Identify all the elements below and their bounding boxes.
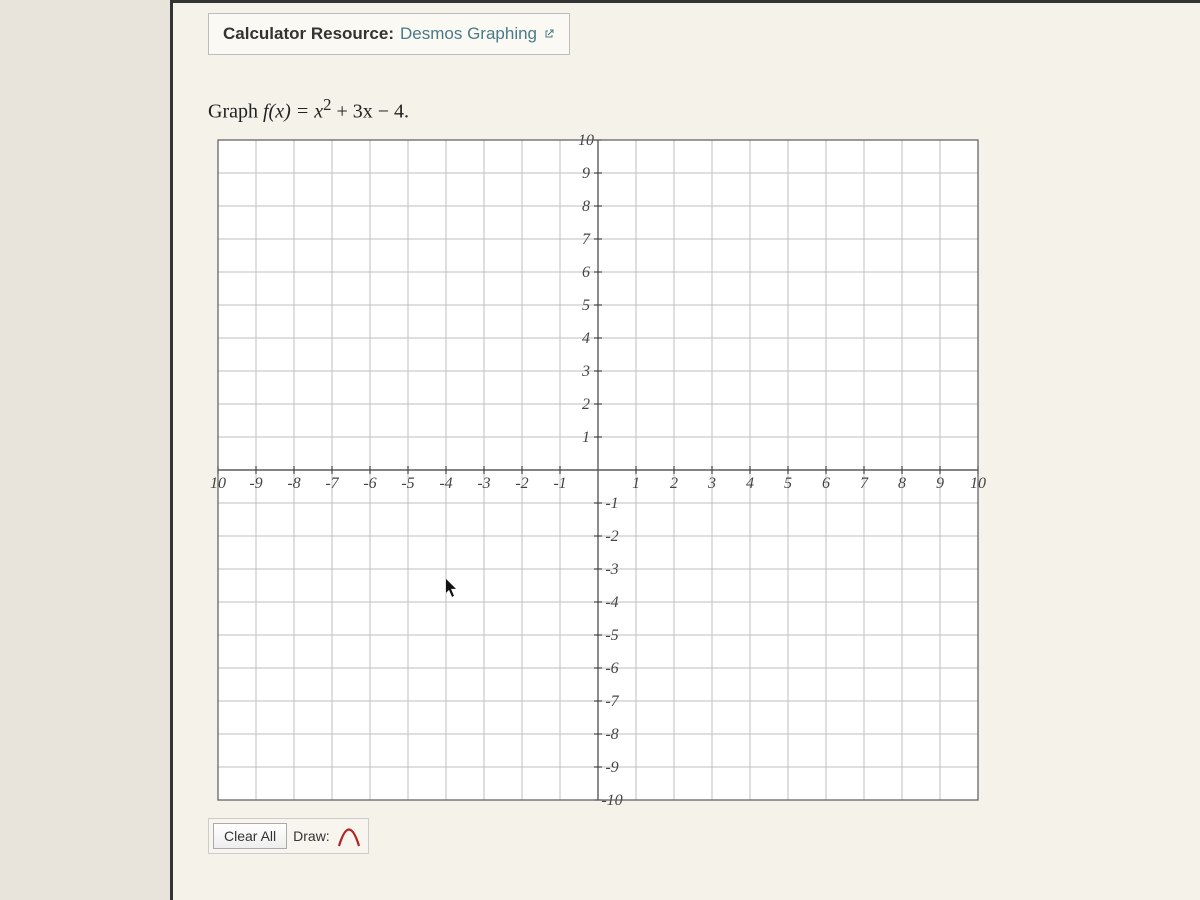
svg-text:-1: -1 [553,475,566,492]
svg-text:-6: -6 [363,475,376,492]
svg-text:-4: -4 [439,475,452,492]
svg-text:-9: -9 [605,759,618,776]
svg-text:2: 2 [670,475,678,492]
svg-text:5: 5 [784,475,792,492]
svg-text:-6: -6 [605,660,618,677]
draw-label: Draw: [293,828,330,844]
parabola-tool-icon[interactable] [336,823,362,849]
svg-text:3: 3 [707,475,716,492]
exercise-panel: Calculator Resource: Desmos Graphing Gra… [170,0,1200,900]
svg-text:-7: -7 [325,475,339,492]
svg-text:-9: -9 [249,475,262,492]
prompt-text: Graph f(x) = x2 + 3x − 4. [208,95,1180,124]
resource-label: Calculator Resource: [223,24,394,44]
svg-text:9: 9 [582,165,590,182]
resource-box: Calculator Resource: Desmos Graphing [208,13,570,55]
svg-text:7: 7 [582,231,591,248]
prompt-rest: + 3x − 4. [331,101,409,123]
svg-text:1: 1 [632,475,640,492]
svg-text:-7: -7 [605,693,619,710]
graph-canvas[interactable]: 10-9-8-7-6-5-4-3-2-112345678910123456789… [208,130,988,810]
svg-text:-3: -3 [605,561,618,578]
svg-text:-8: -8 [287,475,300,492]
svg-text:-5: -5 [605,627,618,644]
desmos-link[interactable]: Desmos Graphing [400,24,537,44]
svg-text:6: 6 [582,264,590,281]
svg-text:-2: -2 [515,475,528,492]
svg-text:6: 6 [822,475,830,492]
prompt-prefix: Graph [208,101,263,123]
svg-text:-5: -5 [401,475,414,492]
svg-text:4: 4 [582,330,590,347]
svg-text:9: 9 [936,475,944,492]
svg-text:8: 8 [898,475,906,492]
draw-toolbar: Clear All Draw: [208,818,369,854]
svg-text:-4: -4 [605,594,618,611]
clear-all-button[interactable]: Clear All [213,823,287,849]
svg-text:7: 7 [860,475,869,492]
svg-text:4: 4 [746,475,754,492]
grid-svg[interactable]: 10-9-8-7-6-5-4-3-2-112345678910123456789… [208,130,988,810]
svg-text:-8: -8 [605,726,618,743]
svg-text:8: 8 [582,198,590,215]
svg-text:5: 5 [582,297,590,314]
svg-text:-2: -2 [605,528,618,545]
svg-text:-3: -3 [477,475,490,492]
svg-text:-1: -1 [605,495,618,512]
svg-text:3: 3 [581,363,590,380]
svg-text:1: 1 [582,429,590,446]
svg-text:2: 2 [582,396,590,413]
external-link-icon [543,28,555,40]
prompt-func: f(x) = x [263,101,323,123]
